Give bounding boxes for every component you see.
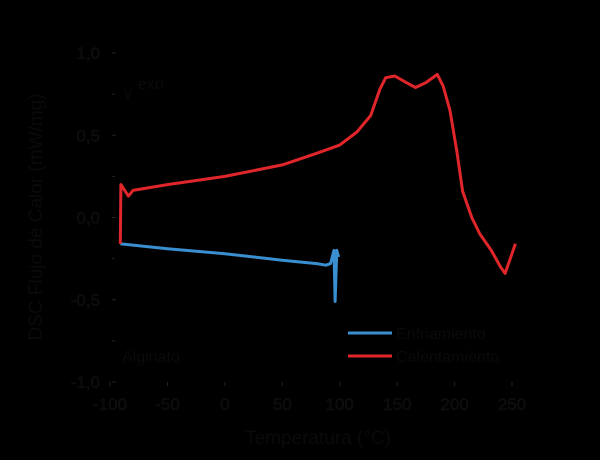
- y-tick-label: 0,0: [76, 209, 100, 228]
- y-tick-label: -0,5: [71, 291, 100, 310]
- x-tick-label: 100: [326, 395, 354, 414]
- down-arrow-icon: v: [124, 85, 132, 102]
- sample-label: Alginato: [122, 349, 180, 366]
- series-line-enfriamiento: [120, 242, 341, 303]
- x-tick-label: -100: [93, 395, 127, 414]
- x-tick-label: -50: [155, 395, 180, 414]
- x-tick-label: 0: [220, 395, 229, 414]
- legend-label-calentamiento: Calentamiento: [396, 349, 499, 366]
- exo-annotation: exo v: [124, 76, 164, 102]
- y-tick-label: 1,0: [76, 44, 100, 63]
- y-axis-title: DSC Flujo de Calor (mW/mg): [26, 93, 47, 340]
- x-tick-label: 50: [273, 395, 292, 414]
- series-line-calentamiento: [118, 72, 517, 275]
- x-axis-title: Temperatura (°C): [245, 428, 391, 449]
- x-tick-label: 200: [440, 395, 468, 414]
- exo-label: exo: [138, 76, 164, 93]
- legend: Enfriamiento Calentamiento: [348, 326, 499, 366]
- y-axis: 1,0 0,5 0,0 -0,5 -1,0: [71, 44, 116, 392]
- y-tick-label: -1,0: [71, 373, 100, 392]
- y-tick-label: 0,5: [76, 126, 100, 145]
- plot-area: [118, 72, 517, 303]
- x-tick-label: 250: [498, 395, 526, 414]
- x-tick-label: 150: [383, 395, 411, 414]
- x-axis: -100 -50 0 50 100 150 200 250: [93, 382, 526, 414]
- legend-label-enfriamiento: Enfriamiento: [396, 326, 486, 343]
